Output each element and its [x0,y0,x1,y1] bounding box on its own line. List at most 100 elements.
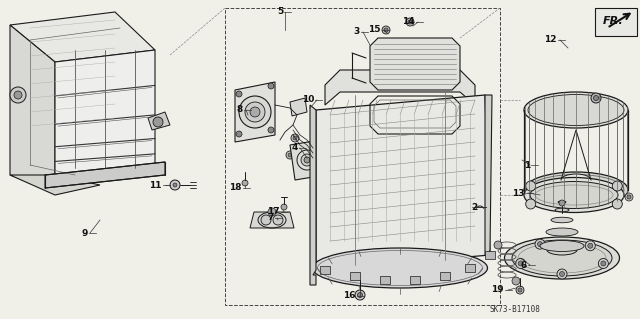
Ellipse shape [561,174,591,186]
Circle shape [236,131,242,137]
Circle shape [384,28,388,32]
Circle shape [557,269,567,279]
Circle shape [286,151,294,159]
Polygon shape [45,162,165,188]
Circle shape [173,183,177,187]
Ellipse shape [555,208,569,212]
Circle shape [301,154,313,166]
Circle shape [281,204,287,210]
Polygon shape [10,12,155,62]
Polygon shape [290,98,307,116]
Ellipse shape [512,240,612,276]
Circle shape [591,93,601,103]
Circle shape [304,144,312,152]
Polygon shape [595,8,637,36]
Circle shape [598,258,609,269]
Circle shape [170,180,180,190]
Ellipse shape [547,245,577,255]
Circle shape [273,215,283,225]
Polygon shape [485,95,492,255]
Polygon shape [325,70,475,105]
Ellipse shape [528,94,624,125]
Polygon shape [316,95,490,270]
Circle shape [512,277,520,285]
Text: 10: 10 [301,95,314,105]
Polygon shape [10,25,55,190]
Polygon shape [250,212,294,228]
Circle shape [408,20,412,24]
Polygon shape [235,82,275,142]
Circle shape [288,153,292,157]
Circle shape [559,271,564,277]
Text: 13: 13 [513,189,525,197]
Text: 12: 12 [545,35,557,44]
Text: 17: 17 [268,207,280,217]
Text: 14: 14 [403,18,415,26]
Text: 6: 6 [521,261,527,270]
Polygon shape [370,38,460,90]
Circle shape [250,107,260,117]
Circle shape [586,241,595,251]
Text: 3: 3 [354,27,360,36]
Circle shape [612,181,622,191]
Polygon shape [380,276,390,284]
Text: 4: 4 [292,144,298,152]
Circle shape [304,157,310,163]
Circle shape [516,286,524,294]
Circle shape [293,136,297,140]
Text: 5: 5 [276,8,283,17]
Circle shape [358,293,362,298]
Circle shape [625,193,633,201]
Ellipse shape [312,248,488,288]
Circle shape [355,290,365,300]
Circle shape [268,83,274,89]
Ellipse shape [546,228,578,236]
Ellipse shape [530,182,618,209]
Circle shape [297,150,317,170]
Circle shape [242,180,248,186]
Circle shape [245,102,265,122]
Polygon shape [440,272,450,280]
Ellipse shape [551,217,573,223]
Text: 9: 9 [82,228,88,238]
Polygon shape [10,175,100,195]
Text: 1: 1 [524,160,530,169]
Circle shape [627,195,631,199]
Polygon shape [465,264,475,272]
Circle shape [311,154,319,162]
Circle shape [516,258,525,269]
Text: FR.: FR. [603,16,624,26]
Polygon shape [320,266,330,274]
Polygon shape [290,140,325,180]
Text: 7: 7 [268,213,274,222]
Text: 8: 8 [237,106,243,115]
Ellipse shape [524,172,628,208]
Circle shape [593,95,598,100]
Text: 16: 16 [344,292,356,300]
Circle shape [535,239,545,249]
Text: 15: 15 [369,26,381,34]
Circle shape [306,146,310,150]
Circle shape [10,87,26,103]
Circle shape [382,26,390,34]
Circle shape [525,199,536,209]
Circle shape [268,127,274,133]
Circle shape [261,215,271,225]
Circle shape [14,91,22,99]
Circle shape [588,243,593,248]
Text: 11: 11 [150,181,162,189]
Circle shape [538,242,543,247]
Circle shape [525,181,536,191]
Text: SK73-B17108: SK73-B17108 [490,306,541,315]
Circle shape [518,261,523,266]
Ellipse shape [558,201,566,203]
Circle shape [612,199,622,209]
Polygon shape [55,50,155,175]
Circle shape [236,91,242,97]
Circle shape [313,156,317,160]
Circle shape [153,117,163,127]
Polygon shape [350,272,360,280]
Circle shape [601,261,606,266]
Circle shape [239,96,271,128]
Circle shape [268,208,276,216]
